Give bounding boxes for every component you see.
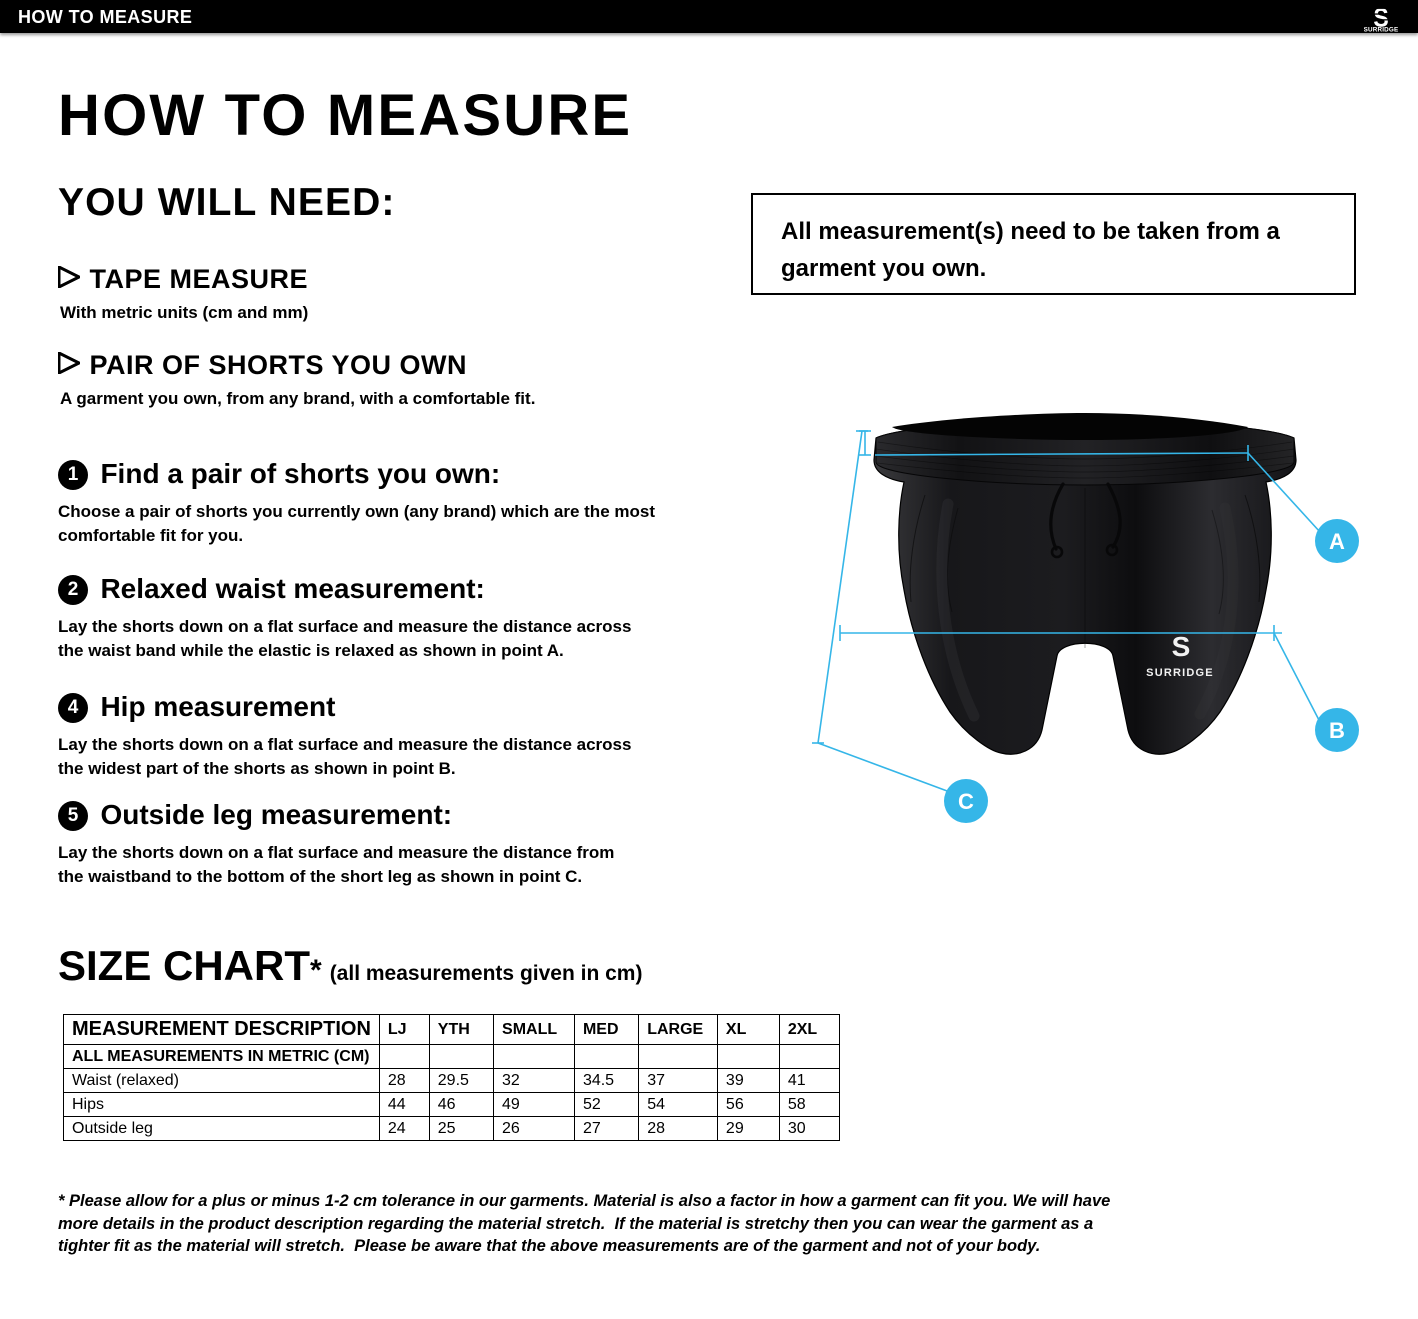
svg-text:SURRIDGE: SURRIDGE: [1364, 27, 1398, 34]
svg-text:B: B: [1329, 718, 1345, 743]
svg-text:C: C: [958, 789, 974, 814]
svg-text:A: A: [1329, 529, 1345, 554]
